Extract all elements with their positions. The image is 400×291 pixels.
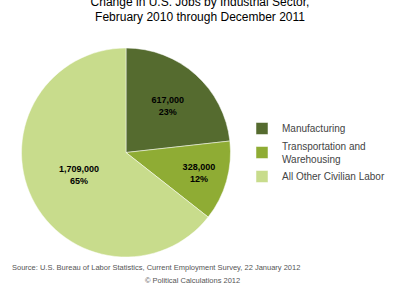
svg-text:All Other Civilian Labor: All Other Civilian Labor — [282, 171, 385, 182]
svg-text:Transportation andWarehousing: Transportation andWarehousing — [282, 141, 366, 165]
svg-text:Manufacturing: Manufacturing — [282, 123, 345, 134]
svg-text:Source: U.S. Bureau of Labor S: Source: U.S. Bureau of Labor Statistics,… — [12, 263, 300, 272]
svg-text:1,709,00065%: 1,709,00065% — [59, 164, 99, 186]
svg-text:617,00023%: 617,00023% — [152, 95, 185, 117]
svg-text:328,00012%: 328,00012% — [183, 162, 216, 184]
svg-text:Change in U.S. Jobs by Industr: Change in U.S. Jobs by Industrial Sector… — [91, 0, 310, 24]
svg-text:© Political Calculations 2012: © Political Calculations 2012 — [145, 276, 240, 285]
